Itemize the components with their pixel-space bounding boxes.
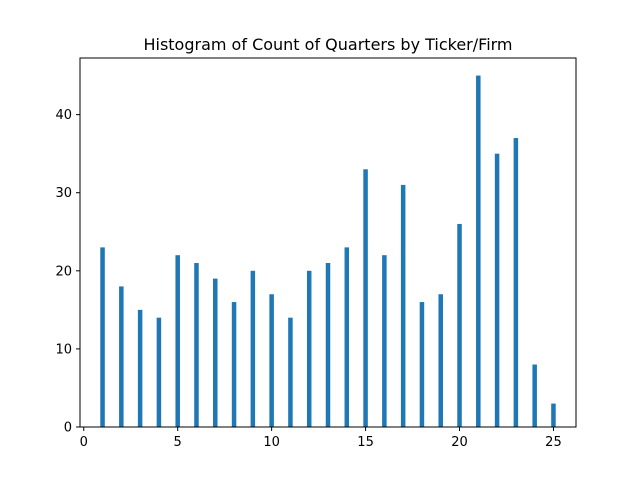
bar-19 [438, 294, 443, 427]
y-tick-label: 40 [55, 108, 72, 123]
bar-5 [175, 255, 180, 427]
x-axis-ticks: 0 5 10 15 20 25 [80, 427, 562, 450]
bar-2 [119, 286, 124, 427]
bar-17 [400, 184, 406, 427]
bar-14 [344, 247, 350, 427]
bar-15 [363, 169, 368, 428]
x-tick-label: 10 [263, 435, 280, 450]
bar-11 [288, 317, 293, 427]
bar-22 [494, 153, 500, 427]
y-tick-label: 30 [55, 186, 72, 201]
bar-24 [532, 364, 537, 427]
y-tick-label: 20 [55, 264, 72, 279]
bar-20 [457, 223, 462, 427]
bar-7 [213, 278, 218, 427]
plot-frame [79, 57, 577, 428]
bar-18 [419, 302, 425, 427]
bar-8 [231, 302, 237, 427]
bar-9 [250, 270, 256, 427]
bar-25 [551, 403, 556, 427]
bar-6 [194, 263, 199, 427]
chart-title: Histogram of Count of Quarters by Ticker… [143, 35, 512, 54]
bar-1 [100, 247, 105, 427]
y-tick-label: 10 [55, 342, 72, 357]
x-tick-label: 25 [545, 435, 562, 450]
bar-23 [513, 138, 519, 428]
y-axis-ticks: 0 10 20 30 40 [55, 108, 80, 436]
y-tick-label: 0 [64, 421, 72, 436]
x-tick-label: 20 [451, 435, 468, 450]
bar-21 [476, 75, 481, 428]
bar-12 [306, 270, 312, 427]
x-tick-label: 5 [174, 435, 182, 450]
bars-group [100, 75, 556, 428]
bar-10 [269, 294, 274, 427]
x-tick-label: 0 [80, 435, 88, 450]
bar-4 [156, 317, 162, 427]
bar-3 [137, 309, 143, 427]
x-tick-label: 15 [357, 435, 374, 450]
bar-16 [382, 255, 387, 427]
bar-13 [325, 263, 331, 427]
